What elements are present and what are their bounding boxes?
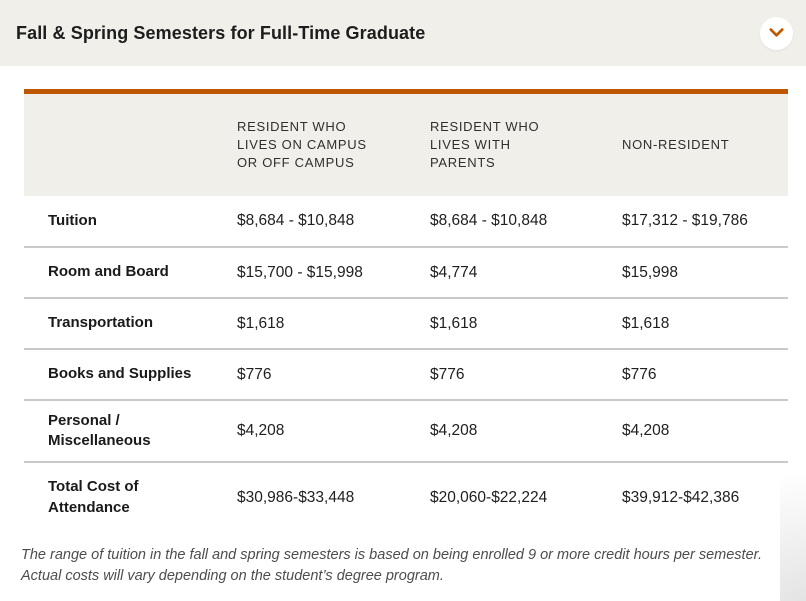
table-cell: $1,618 <box>237 314 285 332</box>
table-cell: $1,618 <box>622 314 670 332</box>
header-cell-non-resident: NON-RESIDENT <box>622 137 730 153</box>
header-cell-resident-parents: RESIDENT WHO LIVES WITH PARENTS <box>430 119 540 170</box>
table-cell: $17,312 - $19,786 <box>622 212 748 229</box>
page-title: Fall & Spring Semesters for Full-Time Gr… <box>16 22 426 43</box>
row-label: Books and Supplies <box>48 365 192 383</box>
tuition-footnote: The range of tuition in the fall and spr… <box>21 547 762 585</box>
table-cell: $15,700 - $15,998 <box>237 263 363 281</box>
table-row: Tuition $8,684 - $10,848 $8,684 - $10,84… <box>24 196 788 246</box>
accordion-toggle-button[interactable] <box>760 16 793 50</box>
row-label: Tuition <box>48 211 97 229</box>
table-row: Room and Board $15,700 - $15,998 $4,774 … <box>24 246 788 297</box>
header-cell-resident-campus: RESIDENT WHO LIVES ON CAMPUS OR OFF CAMP… <box>237 119 367 170</box>
table-cell: $1,618 <box>430 314 478 332</box>
table-cell: $776 <box>430 365 465 383</box>
table-cell: $4,208 <box>430 422 478 439</box>
cost-table: RESIDENT WHO LIVES ON CAMPUS OR OFF CAMP… <box>24 89 788 532</box>
table-cell: $4,208 <box>622 422 670 439</box>
table-cell: $8,684 - $10,848 <box>430 212 548 229</box>
accordion-header[interactable]: Fall & Spring Semesters for Full-Time Gr… <box>0 0 806 66</box>
row-label: Total Cost of Attendance <box>48 478 139 516</box>
table-cell: $776 <box>237 365 272 383</box>
table-row: Books and Supplies $776 $776 $776 <box>24 348 788 399</box>
chevron-down-icon <box>769 28 784 38</box>
table-row: Transportation $1,618 $1,618 $1,618 <box>24 297 788 348</box>
row-label: Transportation <box>48 314 154 332</box>
table-cell: $4,774 <box>430 263 478 281</box>
table-cell: $4,208 <box>237 422 285 439</box>
table-cell: $39,912-$42,386 <box>622 488 740 506</box>
table-header-row: RESIDENT WHO LIVES ON CAMPUS OR OFF CAMP… <box>24 94 788 196</box>
row-label: Personal / Miscellaneous <box>48 411 151 449</box>
table-row: Total Cost of Attendance $30,986-$33,448… <box>24 461 788 532</box>
row-label: Room and Board <box>48 263 169 281</box>
table-row: Personal / Miscellaneous $4,208 $4,208 $… <box>24 399 788 461</box>
table-cell: $20,060-$22,224 <box>430 488 548 506</box>
table-cell: $15,998 <box>622 263 679 281</box>
table-cell: $776 <box>622 365 657 383</box>
table-cell: $30,986-$33,448 <box>237 488 355 506</box>
table-cell: $8,684 - $10,848 <box>237 212 355 229</box>
